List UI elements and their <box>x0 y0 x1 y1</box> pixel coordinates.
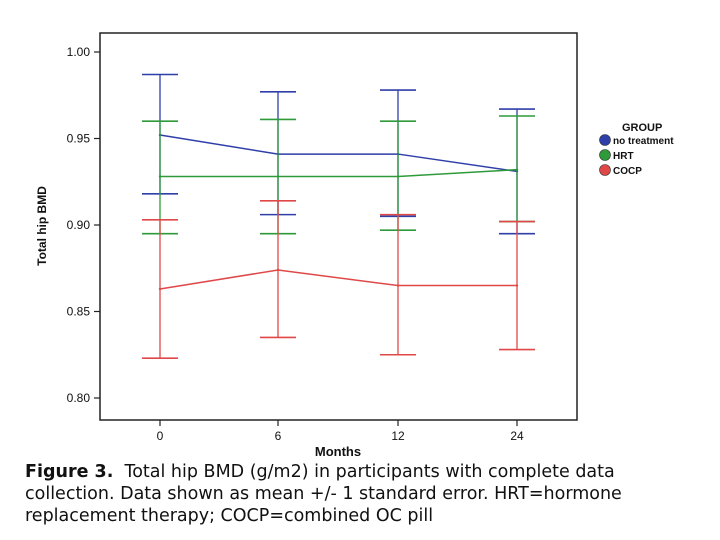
data-point <box>276 175 280 178</box>
series-line <box>159 269 517 290</box>
x-axis-title: Months <box>315 444 361 459</box>
legend-label: HRT <box>613 151 634 162</box>
y-tick-label: 1.00 <box>67 45 91 59</box>
legend-marker <box>599 164 611 176</box>
x-tick-label: 24 <box>510 429 524 443</box>
series-line <box>160 168 518 178</box>
legend-label: no treatment <box>613 136 674 147</box>
legend-title: GROUP <box>622 122 662 134</box>
series-cocp <box>142 199 535 360</box>
figure-caption-text: Total hip BMD (g/m2) in participants wit… <box>25 462 622 526</box>
data-point <box>396 284 400 287</box>
data-point <box>158 287 162 291</box>
legend-marker <box>599 149 611 161</box>
legend: GROUP no treatment HRT COCP <box>599 122 674 177</box>
data-marks <box>142 73 535 360</box>
legend-label: COCP <box>613 166 642 177</box>
y-tick-label: 0.90 <box>67 218 91 232</box>
data-point <box>158 175 162 178</box>
chart: 0.80 0.85 0.90 0.95 1.00 0 6 12 24 Months Total hi… <box>35 32 674 459</box>
data-point <box>276 268 280 272</box>
y-tick-label: 0.95 <box>67 132 91 146</box>
series-line <box>159 134 518 173</box>
figure-caption: Figure 3. Total hip BMD (g/m2) in partic… <box>25 461 705 527</box>
data-point <box>396 175 400 178</box>
x-tick-label: 6 <box>275 429 282 443</box>
legend-marker <box>599 134 611 146</box>
axes: 0.80 0.85 0.90 0.95 1.00 0 6 12 24 Months Total hi… <box>35 45 524 459</box>
y-tick-label: 0.80 <box>67 391 91 405</box>
x-tick-label: 12 <box>391 429 405 443</box>
figure-label: Figure 3. <box>25 462 114 482</box>
plot-area <box>99 32 578 421</box>
y-axis-title: Total hip BMD <box>35 186 49 266</box>
y-tick-label: 0.85 <box>67 305 91 319</box>
x-tick-label: 0 <box>157 429 164 443</box>
data-point <box>515 284 519 287</box>
data-point <box>515 168 519 171</box>
